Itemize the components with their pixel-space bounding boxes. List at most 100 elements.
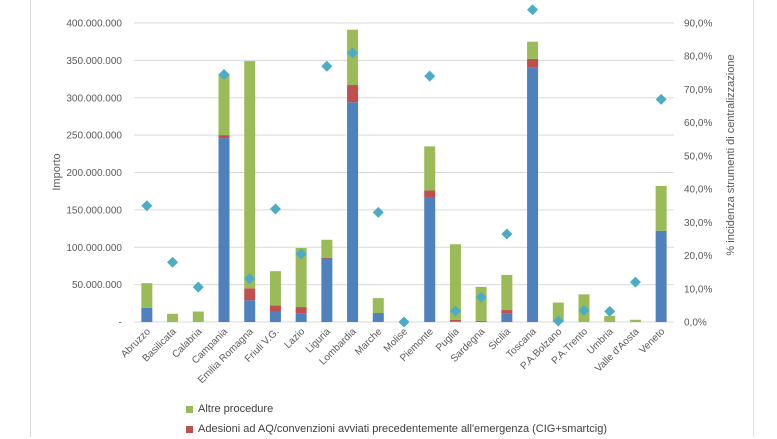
marker-diamond [578,304,590,316]
gridlines [134,22,674,323]
legend-swatch-red [186,425,193,433]
bar-segment [218,138,230,322]
bar-segment [475,286,487,321]
bar-segment [347,85,359,103]
marker-diamond [218,68,230,80]
bar-segment [192,311,204,322]
y2-tick-label: 90,0% [684,19,712,30]
bar-segment [424,190,436,198]
y-tick-label: - [119,318,122,329]
marker-diamond [475,291,487,303]
marker-diamond [192,281,204,293]
markers [141,4,667,328]
bar-segment [321,239,333,258]
marker-diamond [141,200,153,212]
bar-segment [269,271,281,306]
y2-tick-label: 50,0% [684,151,712,162]
marker-diamond [449,305,461,317]
legend-item-adesioni: Adesioni ad AQ/convenzioni avviati prece… [186,419,607,439]
bar-segment [218,73,230,136]
marker-diamond [629,276,641,288]
bar-segment [295,307,307,314]
bar-segment [475,320,487,322]
bar-segment [501,313,513,322]
y2-tick-label: 70,0% [684,85,712,96]
marker-diamond [321,60,333,72]
bar-segment [604,316,616,322]
y-tick-label: 100.000.000 [66,243,122,254]
bar-segment [501,274,513,311]
marker-diamond [295,248,307,260]
y2-axis-title: % incidenza strumenti di centralizzazion… [725,54,737,255]
marker-diamond [527,4,539,16]
bar-segment [449,319,461,322]
bar-segment [295,313,307,322]
marker-diamond [167,256,179,268]
marker-diamond [244,273,256,285]
bar-segment [347,102,359,322]
bar-segment [244,61,256,289]
marker-diamond [347,47,359,59]
bar-segment [141,283,153,308]
legend-swatch-green [186,405,193,413]
y-tick-label: 150.000.000 [66,205,122,216]
y2-tick-label: 30,0% [684,218,712,229]
marker-diamond [552,315,564,327]
bar-segment [527,58,539,68]
y-axis-ticks: - 50.000.000 100.000.000 150.000.000 200.000… [66,19,122,329]
bar-segment [167,313,179,322]
bar-segment [372,298,384,314]
bar-segment [295,247,307,308]
legend-label: Altre procedure [198,403,274,415]
marker-diamond [501,228,513,240]
bar-segment [527,41,539,59]
y-tick-label: 50.000.000 [72,280,122,291]
bar-segment [552,302,564,322]
bar-segment [629,319,641,322]
marker-diamond [655,93,667,105]
y2-tick-label: 20,0% [684,251,712,262]
bar-segment [244,288,256,301]
category-label: Marche [353,326,385,358]
bar-segment [501,310,513,314]
bar-segment [244,300,256,322]
y2-axis-ticks: 0,0% 10,0% 20,0% 30,0% 40,0% 50,0% 60,0% 70,0% 8… [684,19,712,329]
bar-segment [655,185,667,231]
marker-diamond [604,305,616,317]
y-tick-label: 200.000.000 [66,168,122,179]
frame-left-border [30,0,31,437]
legend-item-altre-procedure: Altre procedure [186,399,607,419]
y2-tick-label: 0,0% [684,318,707,329]
frame-right-border [753,0,754,437]
y2-tick-label: 80,0% [684,52,712,63]
bar-segment [372,313,384,322]
y2-tick-label: 60,0% [684,118,712,129]
y-tick-label: 250.000.000 [66,131,122,142]
y-axis-title: Importo [51,153,63,190]
legend-label: Adesioni ad AQ/convenzioni avviati prece… [198,423,608,435]
category-labels: AbruzzoBasilicataCalabriaCampaniaEmilia … [119,326,667,386]
marker-diamond [269,203,281,215]
bar-segment [424,146,436,191]
legend: Altre procedure Adesioni ad AQ/convenzio… [186,399,607,439]
marker-diamond [424,70,436,82]
bar-segment [141,307,153,322]
bar-segment [527,67,539,322]
bar-segment [449,244,461,320]
y2-tick-label: 10,0% [684,284,712,295]
bar-segment [424,197,436,322]
y-tick-label: 400.000.000 [66,19,122,30]
bar-segment [321,258,333,322]
bar-segment [269,311,281,322]
bar-segment [218,135,230,139]
bar-segment [321,257,333,259]
y2-tick-label: 40,0% [684,185,712,196]
bar-segment [449,321,461,323]
y-tick-label: 350.000.000 [66,56,122,67]
bar-segment [269,305,281,312]
category-label: Veneto [637,326,667,356]
y-tick-label: 300.000.000 [66,93,122,104]
bar-segment [655,230,667,322]
marker-diamond [372,206,384,218]
